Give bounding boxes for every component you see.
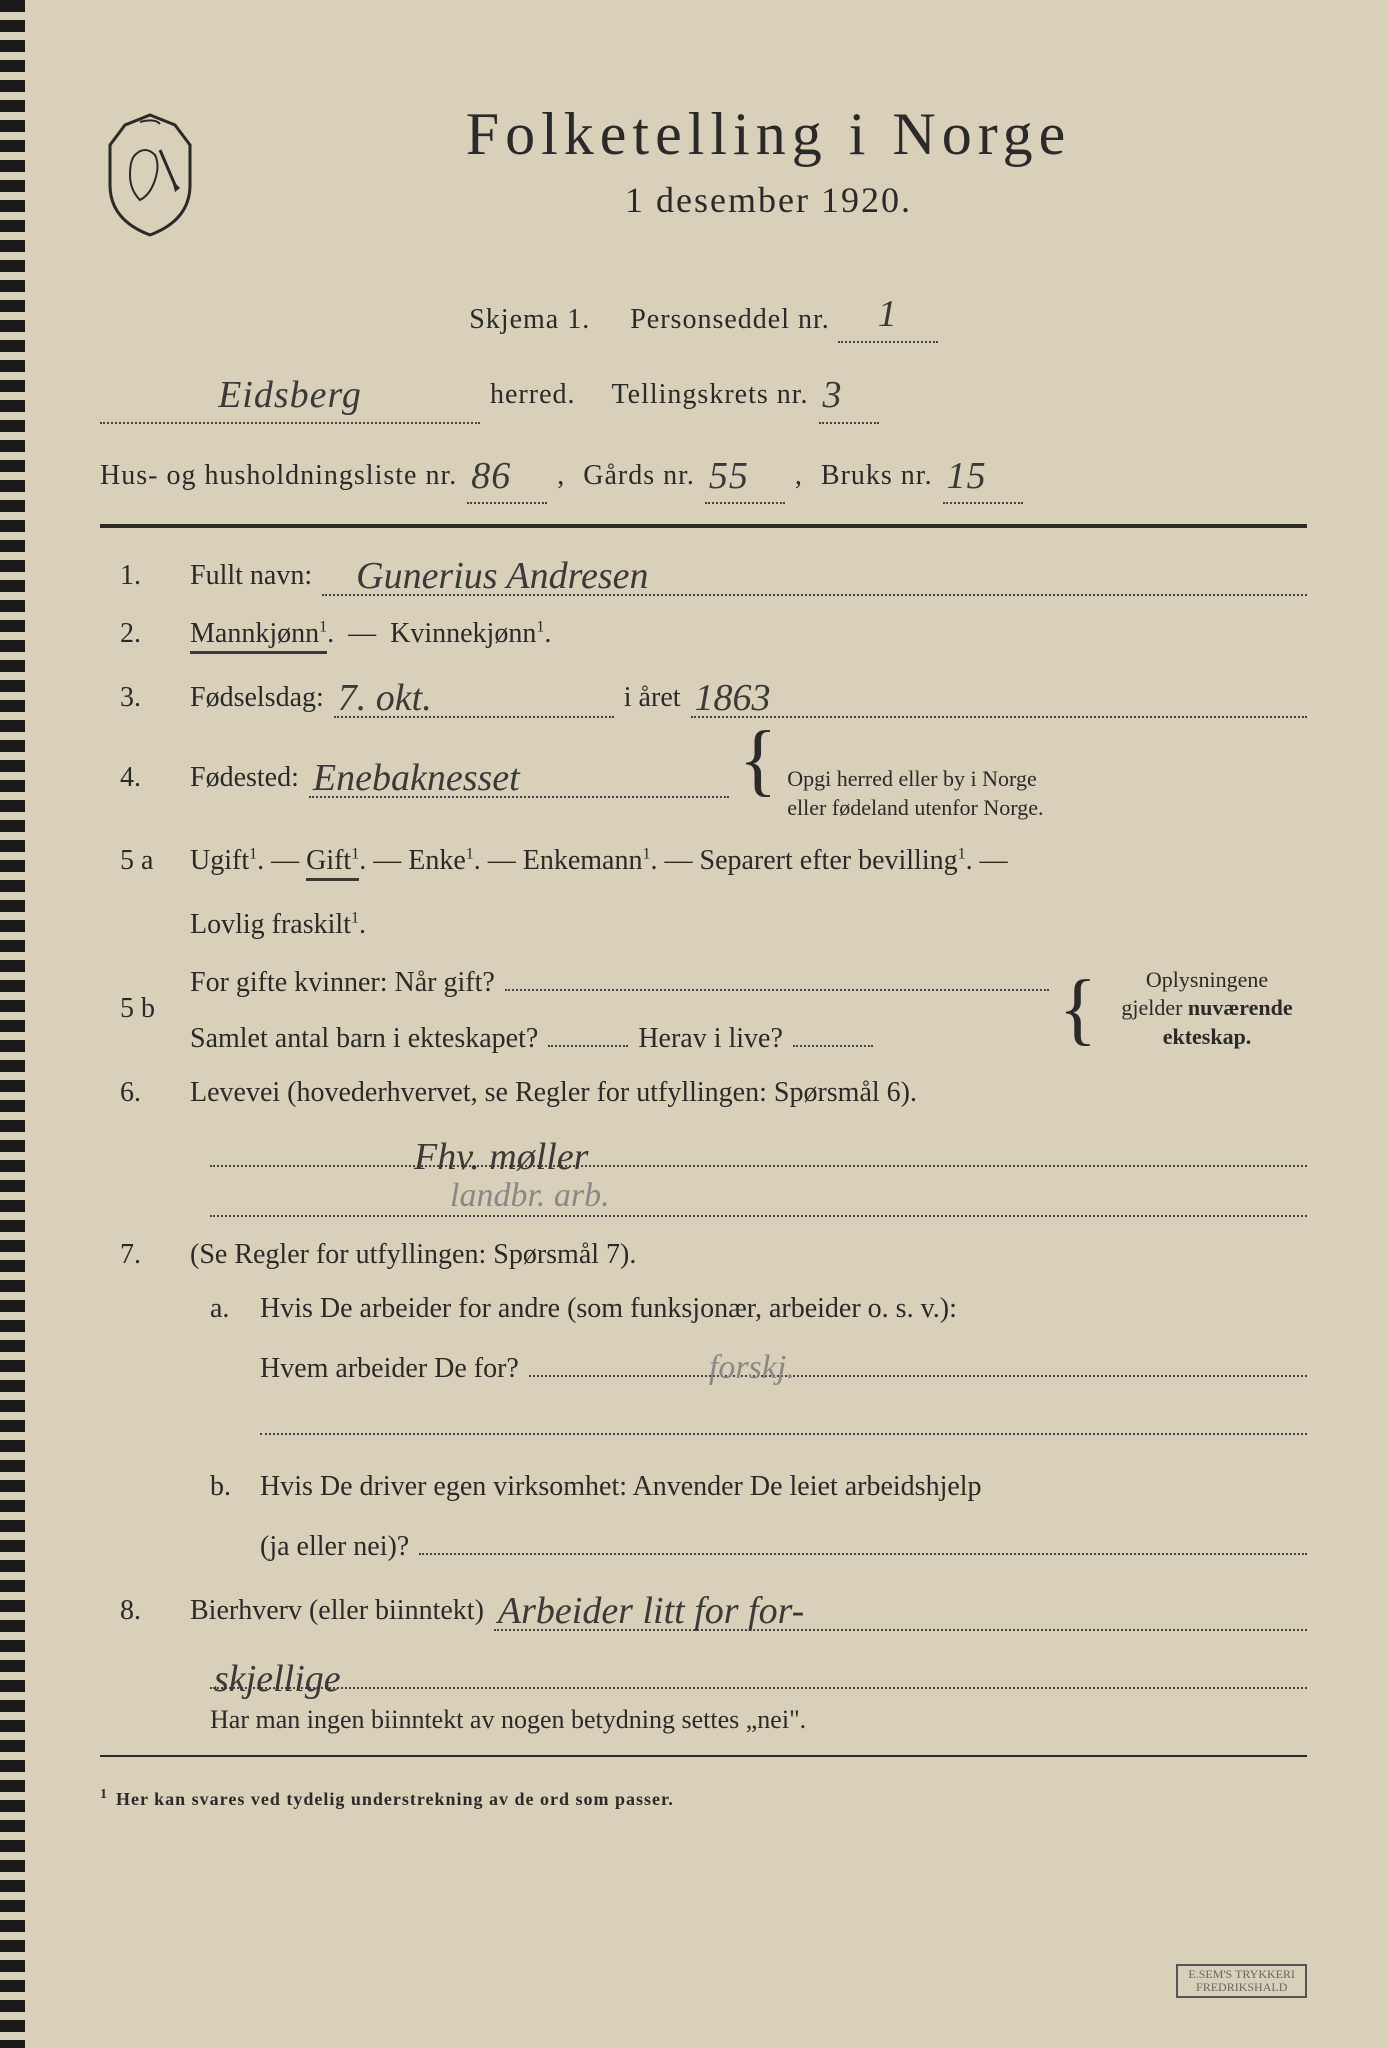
q5b-l2a: Samlet antal barn i ekteskapet? xyxy=(190,1023,538,1055)
herred-line: Eidsberg herred. Tellingskrets nr. 3 xyxy=(100,361,1307,424)
q1-num: 1. xyxy=(120,560,190,592)
q7a-intro: Hvis De arbeider for andre (som funksjon… xyxy=(260,1293,1307,1325)
divider-top xyxy=(100,524,1307,528)
printer-stamp: E.SEM'S TRYKKERI FREDRIKSHALD xyxy=(1176,1964,1307,1998)
q5a-fraskilt: Lovlig fraskilt1 xyxy=(190,909,359,940)
q7-row: 7. (Se Regler for utfyllingen: Spørsmål … xyxy=(120,1239,1307,1271)
q5b-l2b: Herav i live? xyxy=(638,1023,783,1055)
q7a-row: a. Hvis De arbeider for andre (som funks… xyxy=(210,1293,1307,1449)
divider-bottom xyxy=(100,1755,1307,1757)
q1-label: Fullt navn: xyxy=(190,560,312,592)
q5b-num: 5 b xyxy=(120,993,190,1025)
q3-year-label: i året xyxy=(624,682,681,714)
q7b-q: (ja eller nei)? xyxy=(260,1531,409,1563)
q1-value: Gunerius Andresen xyxy=(352,555,652,597)
q3-row: 3. Fødselsdag: 7. okt. i året 1863 xyxy=(120,672,1307,718)
personseddel-label: Personseddel nr. xyxy=(630,304,830,335)
coat-of-arms-icon xyxy=(100,110,200,240)
q5a-num: 5 a xyxy=(120,845,190,877)
schema-line: Skjema 1. Personseddel nr. 1 xyxy=(100,280,1307,343)
hus-nr: 86 xyxy=(467,455,515,497)
q6-value1: Fhv. møller xyxy=(410,1135,592,1165)
q5a-enke: Enke1 xyxy=(408,845,474,876)
herred-label: herred. xyxy=(490,373,576,418)
bruks-nr: 15 xyxy=(943,455,991,497)
q4-num: 4. xyxy=(120,762,190,794)
hus-label: Hus- og husholdningsliste nr. xyxy=(100,454,457,499)
q1-row: 1. Fullt navn: Gunerius Andresen xyxy=(120,550,1307,596)
q3-year: 1863 xyxy=(691,677,775,719)
q6-value2: landbr. arb. xyxy=(450,1177,610,1215)
schema-label: Skjema 1. xyxy=(469,304,590,335)
gards-nr: 55 xyxy=(705,455,753,497)
q7-num: 7. xyxy=(120,1239,190,1271)
q5a-ugift: Ugift1 xyxy=(190,845,257,876)
bruks-label: Bruks nr. xyxy=(821,454,933,499)
q5b-note: Oplysningene gjelder nuværende ekteskap. xyxy=(1107,966,1307,1052)
q7a-q: Hvem arbeider De for? xyxy=(260,1353,519,1385)
q3-label: Fødselsdag: xyxy=(190,682,324,714)
main-title: Folketelling i Norge xyxy=(230,100,1307,169)
q8-label: Bierhverv (eller biinntekt) xyxy=(190,1595,484,1627)
q3-num: 3. xyxy=(120,682,190,714)
q2-num: 2. xyxy=(120,618,190,650)
q5a-gift: Gift1 xyxy=(306,845,359,881)
q7b-intro: Hvis De driver egen virksomhet: Anvender… xyxy=(260,1471,1307,1503)
brace-icon: { xyxy=(739,740,777,780)
q8-num: 8. xyxy=(120,1595,190,1627)
q6-answer-lines: Fhv. møller landbr. arb. xyxy=(210,1131,1307,1217)
q8-value-cont: skjellige xyxy=(210,1657,345,1687)
q7a-value: forskj. xyxy=(709,1349,795,1387)
q8-hint: Har man ingen biinntekt av nogen betydni… xyxy=(210,1705,1307,1735)
q8-value: Arbeider litt for for- xyxy=(494,1590,808,1632)
header: Folketelling i Norge 1 desember 1920. xyxy=(100,100,1307,240)
q4-note: Opgi herred eller by i Norge eller fødel… xyxy=(787,765,1043,822)
q4-label: Fødested: xyxy=(190,762,299,794)
brace-icon-2: { xyxy=(1059,989,1097,1029)
gards-label: Gårds nr. xyxy=(583,454,695,499)
hus-line: Hus- og husholdningsliste nr. 86 , Gårds… xyxy=(100,442,1307,505)
q7a-letter: a. xyxy=(210,1293,260,1325)
q5a-enkemann: Enkemann1 xyxy=(523,845,651,876)
q8-row: 8. Bierhverv (eller biinntekt) Arbeider … xyxy=(120,1585,1307,1631)
binding-edge xyxy=(0,0,25,2048)
q5b-row: 5 b For gifte kvinner: Når gift? Samlet … xyxy=(120,963,1307,1055)
tellingskrets-label: Tellingskrets nr. xyxy=(612,373,809,418)
q3-day: 7. okt. xyxy=(334,677,436,719)
footnote: 1Her kan svares ved tydelig understrekni… xyxy=(100,1787,1307,1810)
q6-num: 6. xyxy=(120,1077,190,1109)
q2-mann: Mannkjønn1 xyxy=(190,618,327,654)
q6-label: Levevei (hovederhvervet, se Regler for u… xyxy=(190,1077,917,1108)
q7b-row: b. Hvis De driver egen virksomhet: Anven… xyxy=(210,1471,1307,1563)
subtitle-date: 1 desember 1920. xyxy=(230,179,1307,221)
q4-row: 4. Fødested: Enebaknesset { Opgi herred … xyxy=(120,740,1307,822)
q4-value: Enebaknesset xyxy=(309,757,524,799)
q2-row: 2. Mannkjønn1. — Kvinnekjønn1. xyxy=(120,618,1307,650)
q5b-l1: For gifte kvinner: Når gift? xyxy=(190,967,495,999)
q6-row: 6. Levevei (hovederhvervet, se Regler fo… xyxy=(120,1077,1307,1109)
q2-kvinne: Kvinnekjønn1 xyxy=(390,618,544,649)
q7-label: (Se Regler for utfyllingen: Spørsmål 7). xyxy=(190,1239,636,1270)
q5a-separert: Separert efter bevilling1 xyxy=(700,845,966,876)
tellingskrets-nr: 3 xyxy=(819,374,847,416)
q5a-row: 5 a Ugift1. — Gift1. — Enke1. — Enkemann… xyxy=(120,845,1307,941)
personseddel-nr: 1 xyxy=(874,293,902,335)
q7b-letter: b. xyxy=(210,1471,260,1503)
herred-value: Eidsberg xyxy=(214,374,366,416)
